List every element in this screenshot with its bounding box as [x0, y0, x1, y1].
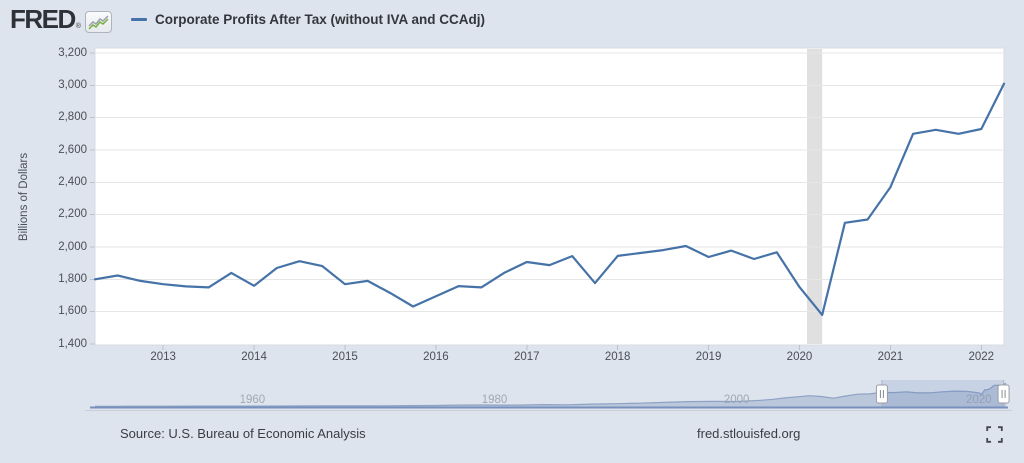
registered-trademark: ®	[75, 23, 81, 30]
y-axis-tick-label: 2,600	[58, 143, 87, 156]
series-legend: Corporate Profits After Tax (without IVA…	[131, 12, 485, 27]
y-axis-tick-label: 1,400	[58, 337, 87, 350]
x-axis-tick-label: 2017	[513, 351, 540, 363]
x-axis-tick-label: 2021	[877, 351, 904, 363]
series-title: Corporate Profits After Tax (without IVA…	[155, 12, 485, 27]
minimap-area	[95, 383, 1006, 407]
fred-sparkline-icon	[84, 11, 112, 33]
minimap-year-label: 1980	[482, 394, 508, 406]
minimap-line	[95, 382, 1007, 407]
fred-logo-text: FRED	[10, 4, 76, 34]
legend-line-swatch	[131, 18, 147, 21]
plot-background	[94, 47, 1005, 346]
x-axis-tick-label: 2020	[786, 351, 813, 363]
series-line[interactable]	[93, 82, 1006, 316]
minimap-year-label: 2020	[966, 394, 992, 406]
y-axis-tick-label: 1,800	[58, 272, 87, 285]
range-selector-minimap[interactable]: 1960 1980 2000 2020	[0, 370, 1024, 420]
fred-logo[interactable]: FRED ®	[10, 6, 112, 33]
fullscreen-expand-button[interactable]	[986, 426, 1003, 443]
main-chart[interactable]	[0, 0, 1024, 372]
x-axis-tick-label: 2016	[423, 351, 449, 363]
y-axis-tick-label: 3,000	[58, 78, 87, 91]
fred-site-link[interactable]: fred.stlouisfed.org	[697, 426, 801, 441]
minimap-left-handle[interactable]	[875, 384, 888, 404]
x-axis-tick-label: 2022	[968, 351, 995, 363]
y-axis-tick-label: 1,600	[58, 305, 87, 318]
x-axis-tick-label: 2018	[604, 351, 631, 363]
y-axis-tick-label: 3,200	[58, 46, 87, 59]
x-axis-tick-label: 2019	[695, 351, 722, 363]
y-axis-tick-label: 2,000	[58, 240, 87, 253]
minimap-year-label: 2000	[724, 394, 750, 406]
source-note: Source: U.S. Bureau of Economic Analysis	[120, 426, 366, 441]
x-axis-tick-label: 2014	[241, 351, 267, 363]
x-axis-tick-label: 2015	[332, 351, 358, 363]
minimap-year-label: 1960	[240, 394, 266, 406]
y-axis-tick-label: 2,400	[58, 175, 87, 188]
minimap-right-handle[interactable]	[997, 384, 1010, 404]
x-axis-tick-label: 2013	[150, 351, 176, 363]
recession-shading-band	[807, 49, 823, 344]
y-axis-tick-label: 2,200	[58, 208, 87, 221]
y-axis-tick-label: 2,800	[58, 111, 87, 124]
minimap-selection-window[interactable]	[881, 380, 1004, 408]
